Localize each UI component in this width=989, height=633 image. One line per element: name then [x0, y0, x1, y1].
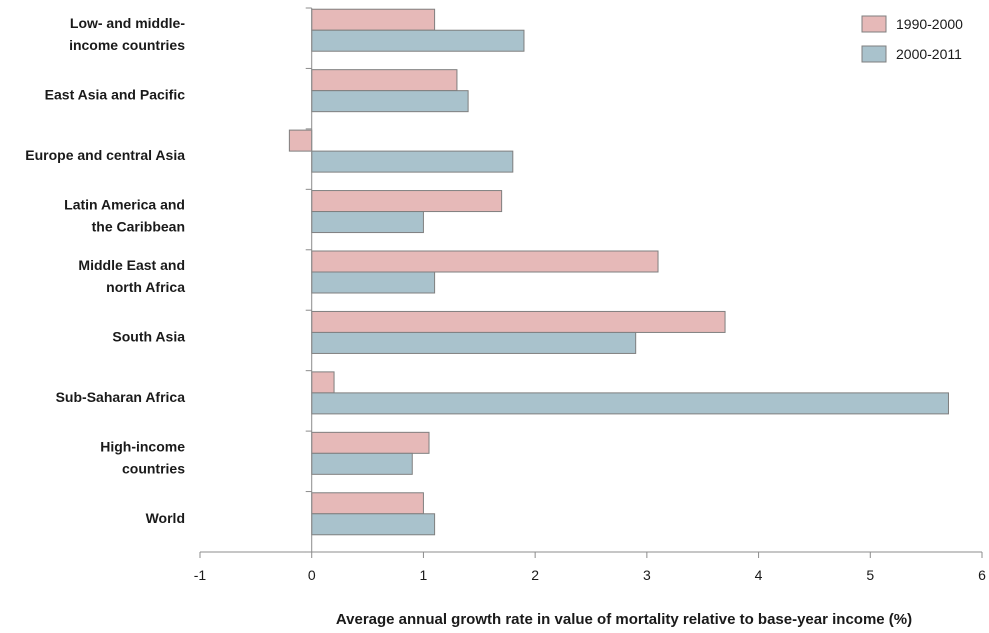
- bar-1990-2000-5: [311, 310, 726, 333]
- category-label: Sub-Saharan Africa: [56, 389, 186, 405]
- bar-1990-2000-1: [311, 69, 458, 92]
- bar-1990-2000-4: [311, 250, 659, 273]
- legend-swatch-2000-2011: [861, 45, 887, 63]
- bar-2000-2011-3: [311, 211, 424, 234]
- x-axis-title: Average annual growth rate in value of m…: [336, 611, 912, 628]
- category-label: Europe and central Asia: [25, 147, 185, 163]
- bar-2000-2011-7: [311, 452, 413, 475]
- bar-1990-2000-7: [311, 431, 430, 454]
- category-label: Latin America and: [64, 197, 185, 213]
- category-label: World: [146, 510, 185, 526]
- bar-2000-2011-0: [311, 29, 525, 52]
- bar-2000-2011-4: [311, 271, 436, 294]
- category-label: Middle East and: [78, 257, 185, 273]
- bar-1990-2000-3: [311, 190, 503, 213]
- bar-1990-2000-8: [311, 492, 424, 515]
- bar-2000-2011-6: [311, 392, 949, 415]
- x-tick-label: 4: [755, 567, 763, 583]
- bar-2000-2011-1: [311, 90, 469, 113]
- legend-label-2000-2011: 2000-2011: [896, 46, 962, 62]
- x-tick-label: 2: [531, 567, 539, 583]
- category-label: countries: [122, 460, 185, 476]
- x-tick-label: -1: [194, 567, 207, 583]
- x-tick-label: 6: [978, 567, 986, 583]
- x-tick-label: 1: [420, 567, 428, 583]
- x-tick-label: 5: [866, 567, 874, 583]
- x-axis-ticks: -1 0 1 2 3 4 5 6: [194, 552, 986, 583]
- x-tick-label: 3: [643, 567, 651, 583]
- category-labels: Low- and middle-income countries East Asi…: [25, 15, 185, 526]
- bar-1990-2000-2: [288, 129, 313, 152]
- bars-layer: [288, 8, 949, 536]
- legend-swatch-1990-2000: [861, 15, 887, 33]
- category-label: the Caribbean: [92, 219, 185, 235]
- category-label: High-income: [100, 438, 185, 454]
- category-label: north Africa: [106, 279, 185, 295]
- bar-2000-2011-5: [311, 331, 637, 354]
- legend: 1990-2000 2000-2011: [861, 15, 963, 63]
- category-label: Low- and middle-: [70, 15, 185, 31]
- bar-2000-2011-8: [311, 513, 436, 536]
- category-label: income countries: [69, 37, 185, 53]
- bar-2000-2011-2: [311, 150, 514, 173]
- category-label: South Asia: [112, 328, 185, 344]
- category-label: East Asia and Pacific: [45, 87, 186, 103]
- x-tick-label: 0: [308, 567, 316, 583]
- bar-1990-2000-6: [311, 371, 335, 394]
- legend-label-1990-2000: 1990-2000: [896, 16, 963, 32]
- axes: [200, 7, 982, 553]
- bar-1990-2000-0: [311, 8, 436, 31]
